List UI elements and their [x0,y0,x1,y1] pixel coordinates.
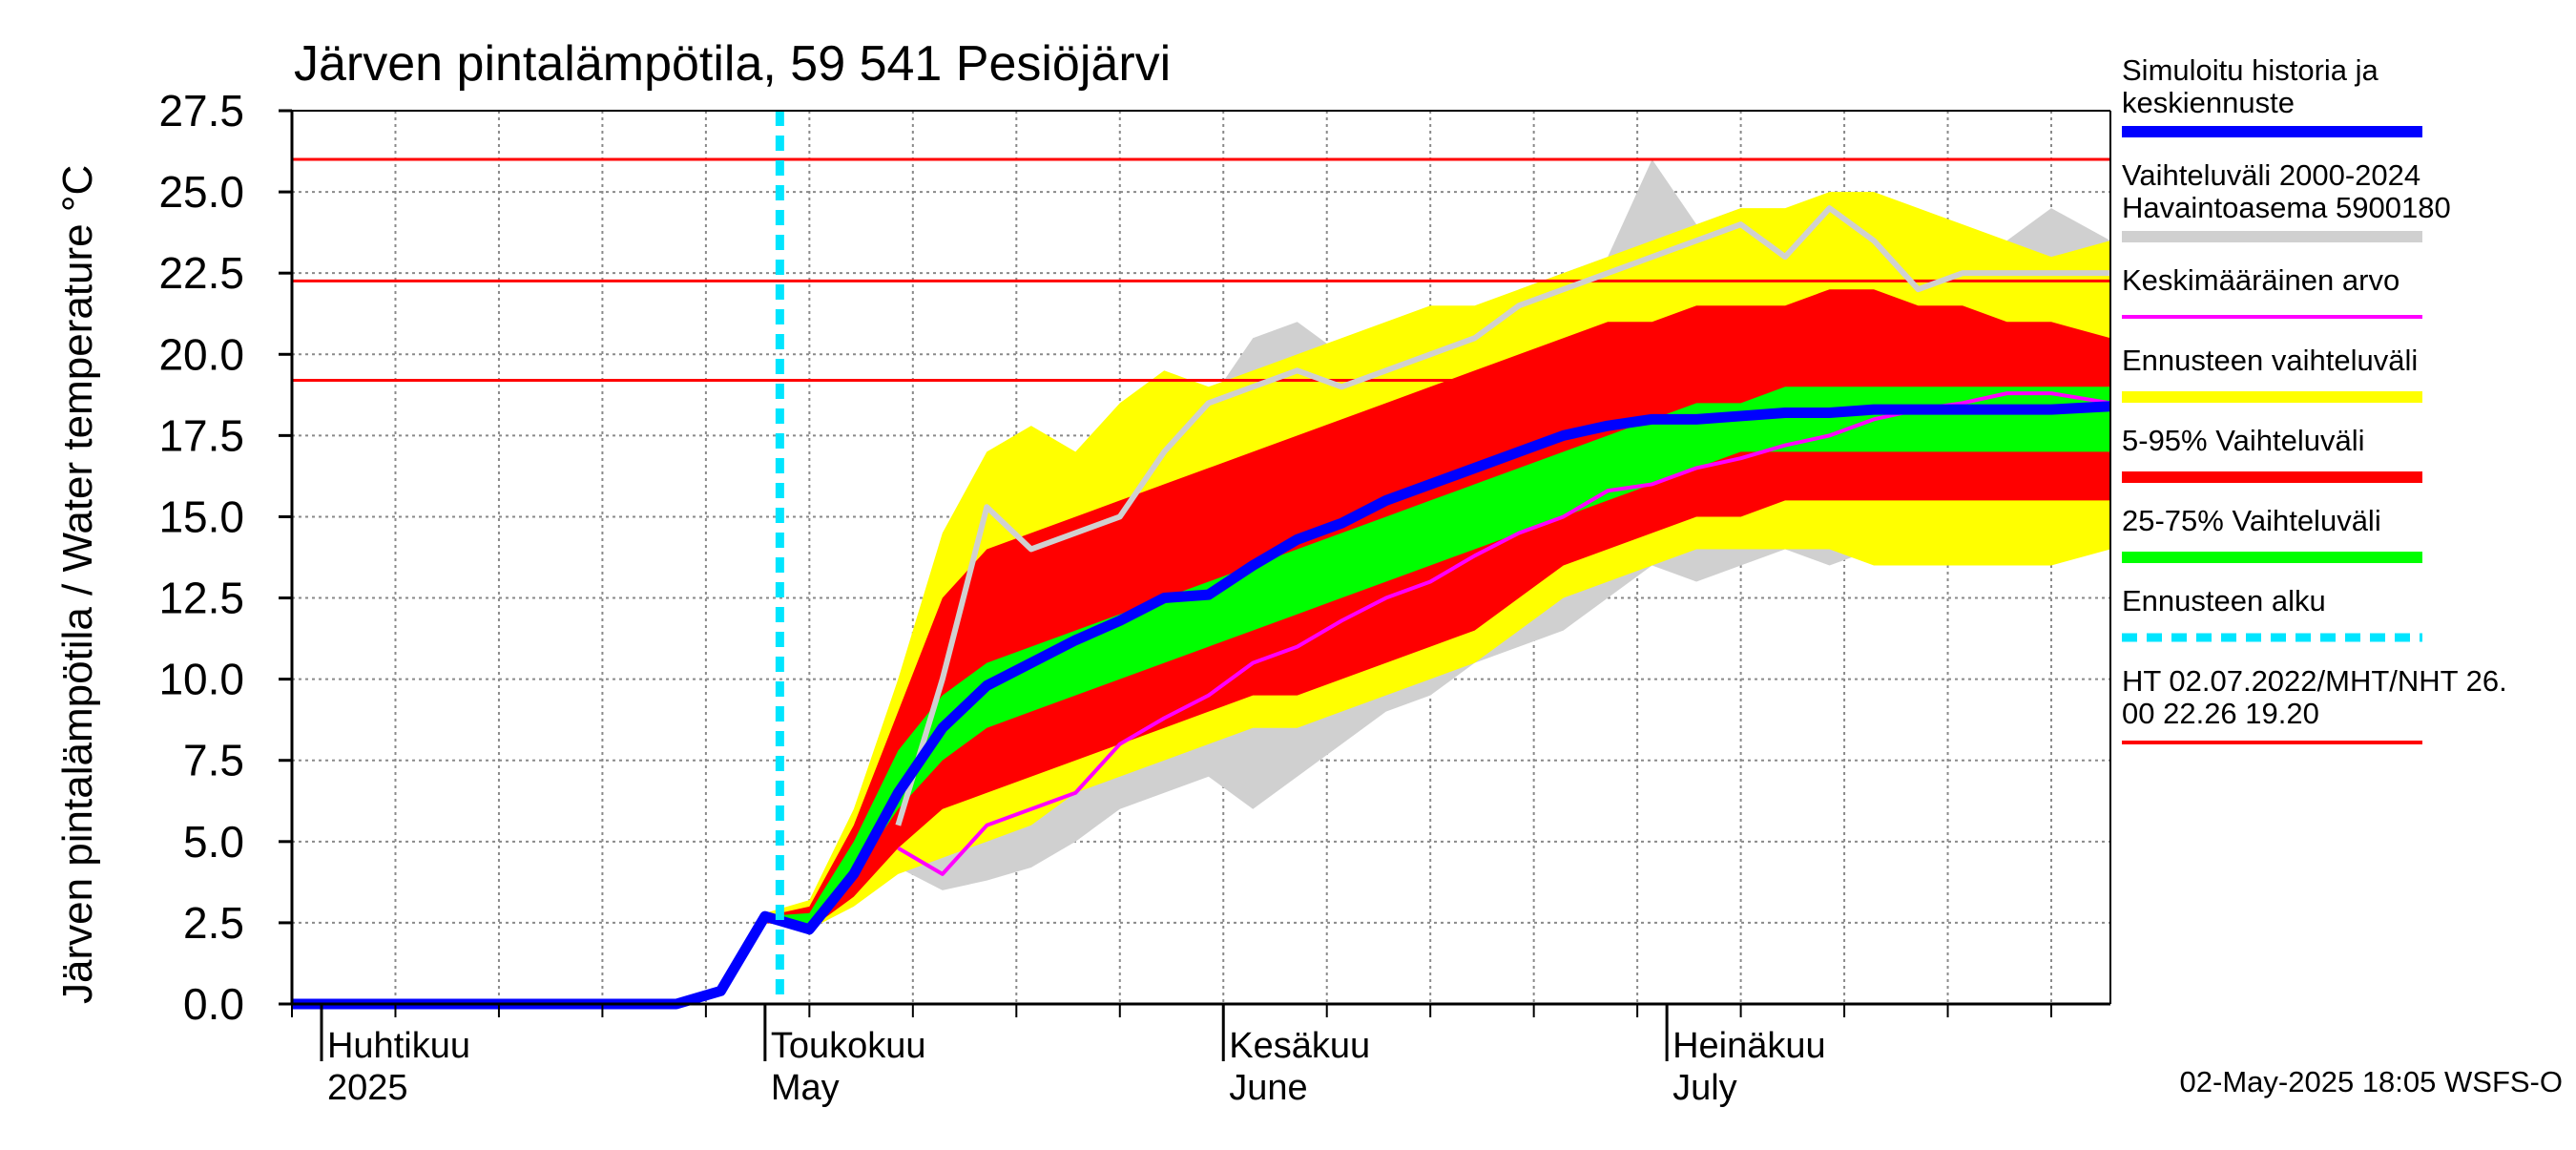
legend-label: HT 02.07.2022/MHT/NHT 26. [2122,664,2507,698]
legend-item: 5-95% Vaihteluväli [2122,424,2422,483]
series-lines [292,205,2111,1010]
legend-item: Keskimääräinen arvo [2122,263,2422,319]
legend-label-line2: Havaintoasema 5900180 [2122,191,2451,224]
reference-lines [292,157,2110,383]
legend-label: 25-75% Vaihteluväli [2122,504,2381,537]
month-label-en: June [1229,1068,1307,1108]
footer-timestamp: 02-May-2025 18:05 WSFS-O [2180,1065,2563,1098]
chart-title: Järven pintalämpötila, 59 541 Pesiöjärvi [294,36,1171,92]
axes [290,110,2111,1006]
month-label-en: July [1672,1068,1737,1108]
month-label-en: May [771,1068,840,1108]
month-label-fi: Heinäkuu [1672,1026,1826,1066]
y-tick-label: 12.5 [158,574,244,623]
legend-label: Ennusteen alku [2122,584,2326,617]
legend-label-line2: 00 22.26 19.20 [2122,697,2319,730]
month-label-fi: Huhtikuu [327,1026,470,1066]
y-tick-label: 25.0 [158,167,244,217]
legend-item: Ennusteen alku [2122,584,2422,642]
month-label-fi: Kesäkuu [1229,1026,1370,1066]
y-tick-label: 2.5 [183,898,244,948]
y-tick-label: 27.5 [158,86,244,136]
band-25-75-vaihteluv-li [292,387,2110,1004]
legend-label: Simuloitu historia ja [2122,53,2379,87]
y-tick-labels: 0.0 2.5 5.0 7.5 10.0 12.5 15.0 17.5 20.0 22.5 25.0… [158,86,292,1029]
legend-item: Vaihteluväli 2000-2024 Havaintoasema 590… [2122,158,2451,242]
y-tick-label: 17.5 [158,410,244,460]
y-tick-label: 5.0 [183,817,244,867]
legend-item: HT 02.07.2022/MHT/NHT 26.00 22.26 19.20 [2122,664,2507,744]
legend-label-line2: keskiennuste [2122,86,2295,119]
y-tick-label: 20.0 [158,329,244,379]
legend-item: Ennusteen vaihteluväli [2122,344,2422,403]
line-simuloitu-historia-ja-keskiennuste [292,401,2111,1010]
month-label-fi: Toukokuu [771,1026,926,1066]
legend-label: Keskimääräinen arvo [2122,263,2399,297]
y-tick-label: 0.0 [183,979,244,1029]
month-label-en: 2025 [327,1068,408,1108]
y-tick-label: 15.0 [158,491,244,541]
y-tick-label: 7.5 [183,736,244,785]
legend-label: 5-95% Vaihteluväli [2122,424,2364,457]
y-tick-label: 10.0 [158,655,244,704]
line-havainto-vaihteluv-li-keskiarvo [895,205,2110,826]
legend-label: Vaihteluväli 2000-2024 [2122,158,2420,192]
legend-item: 25-75% Vaihteluväli [2122,504,2422,563]
y-tick-label: 22.5 [158,248,244,298]
y-axis-label: Järven pintalämpötila / Water temperatur… [54,165,101,1004]
legend-label: Ennusteen vaihteluväli [2122,344,2418,377]
